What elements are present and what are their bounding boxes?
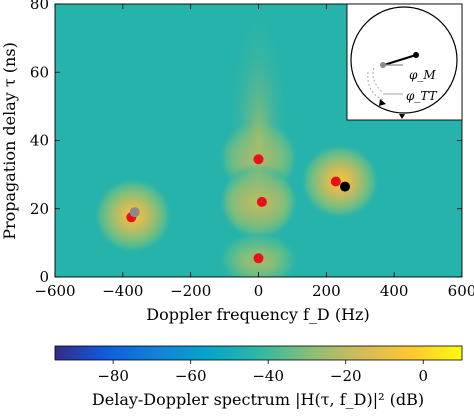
colorbar-tick-label: −40 bbox=[252, 367, 284, 385]
inset-geometry bbox=[346, 3, 463, 121]
inset-circle bbox=[350, 6, 458, 114]
inset-black-line bbox=[383, 54, 417, 66]
data-point bbox=[129, 207, 140, 218]
x-tick-label: −200 bbox=[170, 282, 211, 300]
y-tick-label: 0 bbox=[39, 268, 49, 286]
y-tick-label: 20 bbox=[30, 200, 49, 218]
x-tick-label: −600 bbox=[34, 282, 75, 300]
colorbar-ticks: −80 −60 −40 −20 0 bbox=[97, 360, 428, 385]
inset-arrow-bottom bbox=[399, 114, 405, 119]
x-axis: −600 −400 −200 0 200 400 600 bbox=[34, 4, 474, 300]
colorbar-tick-label: −60 bbox=[175, 367, 207, 385]
x-tick-label: −400 bbox=[102, 282, 143, 300]
colorbar-tick-label: 0 bbox=[418, 367, 428, 385]
data-point bbox=[253, 154, 264, 165]
data-point bbox=[256, 196, 267, 207]
inset-box bbox=[346, 3, 463, 121]
inset-arrow-left bbox=[379, 99, 386, 106]
y-axis: 0 20 40 60 80 bbox=[30, 0, 462, 286]
data-point bbox=[339, 181, 350, 192]
inset-angle-arc-m bbox=[372, 67, 383, 93]
x-tick-label: 0 bbox=[254, 282, 264, 300]
y-tick-label: 40 bbox=[30, 132, 49, 150]
y-tick-label: 80 bbox=[30, 0, 49, 13]
spectrum-band bbox=[226, 4, 291, 277]
marker-layer bbox=[126, 154, 350, 264]
inset-label-angle-tt: φ_TT bbox=[406, 89, 438, 103]
inset-label-angle-m: φ_M bbox=[409, 68, 436, 82]
inset-black-dot bbox=[413, 52, 419, 58]
inset-grey-dot bbox=[380, 62, 386, 68]
x-tick-label: 600 bbox=[448, 282, 474, 300]
x-tick-label: 200 bbox=[312, 282, 341, 300]
data-point bbox=[253, 253, 264, 264]
colorbar-gradient bbox=[54, 345, 463, 361]
x-axis-label: Doppler frequency f_D (Hz) bbox=[146, 305, 369, 324]
colorbar: −80 −60 −40 −20 0 bbox=[54, 345, 463, 385]
colorbar-tick-label: −20 bbox=[330, 367, 362, 385]
y-axis-label: Propagation delay τ (ns) bbox=[0, 42, 19, 240]
data-point bbox=[330, 176, 341, 187]
heatmap-blobs bbox=[93, 4, 380, 277]
colorbar-tick-label: −80 bbox=[97, 367, 129, 385]
x-tick-label: 400 bbox=[380, 282, 409, 300]
colorbar-label: Delay-Doppler spectrum |H(τ, f_D)|² (dB) bbox=[92, 390, 424, 409]
y-tick-label: 60 bbox=[30, 63, 49, 81]
inset-angle-arc-tt bbox=[367, 71, 384, 101]
